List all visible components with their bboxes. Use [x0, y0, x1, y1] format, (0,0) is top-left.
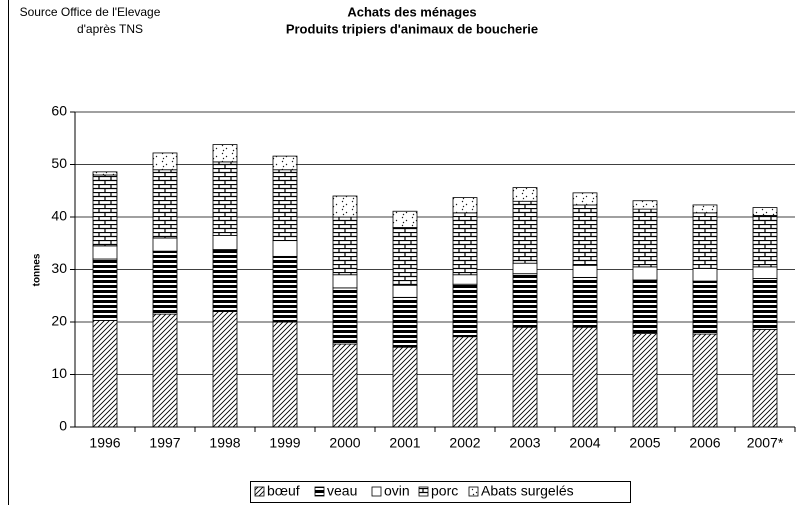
bar-segment — [212, 249, 238, 312]
bar-segment — [512, 326, 538, 428]
x-tick-label: 2006 — [689, 435, 720, 451]
bar-segment — [452, 274, 478, 285]
bar-segment — [632, 333, 658, 428]
bar-segment — [272, 240, 298, 257]
x-tick-label: 2005 — [629, 435, 660, 451]
bar-segment — [632, 208, 658, 268]
bar-segment — [392, 210, 418, 228]
bar-segment — [392, 284, 418, 298]
bar-segment — [272, 255, 298, 323]
bar-segment — [272, 155, 298, 171]
y-tick-label: 50 — [51, 155, 67, 171]
chart-title: Achats des ménages — [347, 4, 476, 19]
y-tick-label: 20 — [51, 313, 67, 329]
bar-segment — [632, 279, 658, 334]
x-tick-label: 1999 — [269, 435, 300, 451]
bar-segment — [332, 287, 358, 345]
bar-segment — [332, 274, 358, 289]
y-tick-label: 0 — [59, 418, 67, 434]
x-tick-label: 2000 — [329, 435, 360, 451]
x-tick-label: 1998 — [209, 435, 240, 451]
bar-segment — [152, 152, 178, 171]
legend-label: porc — [431, 483, 458, 499]
x-tick-label: 2007* — [747, 435, 784, 451]
x-tick-label: 2004 — [569, 435, 600, 451]
bar-segment — [692, 280, 718, 335]
legend-swatch — [254, 486, 265, 497]
bar-segment — [752, 207, 778, 216]
bar-segment — [212, 311, 238, 428]
bar-segment — [572, 204, 598, 266]
source: Source Office de l'Elevage — [20, 5, 161, 19]
legend-label: bœuf — [267, 483, 300, 499]
bar-segment — [92, 258, 118, 321]
legend-label: veau — [327, 483, 357, 499]
legend-label: ovin — [384, 483, 410, 499]
bar-segment — [512, 262, 538, 275]
bar-segment — [392, 296, 418, 348]
source: d'après TNS — [77, 22, 143, 36]
bar-segment — [92, 171, 118, 176]
x-tick-label: 1996 — [89, 435, 120, 451]
bar-segment — [572, 276, 598, 328]
bar-segment — [392, 346, 418, 428]
bar-segment — [152, 250, 178, 315]
bar-segment — [332, 343, 358, 428]
chart-title: Produits tripiers d'animaux de boucherie — [286, 21, 538, 36]
bar-segment — [212, 161, 238, 236]
legend-swatch — [371, 486, 382, 497]
bar-segment — [512, 187, 538, 202]
bar-segment — [512, 273, 538, 328]
bar-segment — [452, 336, 478, 428]
bar-segment — [692, 212, 718, 269]
bar-segment — [272, 169, 298, 242]
y-tick-label: 30 — [51, 260, 67, 276]
bar-segment — [152, 237, 178, 252]
legend-swatch — [418, 486, 429, 497]
bar-segment — [692, 333, 718, 428]
legend-label: Abats surgelés — [481, 483, 574, 499]
bar-segment — [572, 264, 598, 278]
bar-segment — [632, 200, 658, 210]
y-tick-label: 60 — [51, 103, 67, 119]
bar-segment — [92, 245, 118, 260]
bar-segment — [452, 283, 478, 338]
bar-segment — [152, 313, 178, 428]
bar-segment — [92, 174, 118, 247]
legend-swatch — [468, 486, 479, 497]
bar-segment — [572, 326, 598, 428]
bar-segment — [212, 144, 238, 163]
y-axis-label: tonnes — [32, 253, 43, 286]
bar-segment — [332, 216, 358, 276]
bar-segment — [632, 266, 658, 281]
bar-segment — [752, 215, 778, 268]
bar-segment — [752, 328, 778, 428]
bar-segment — [92, 320, 118, 428]
x-tick-label: 2003 — [509, 435, 540, 451]
legend — [250, 481, 631, 503]
y-tick-label: 10 — [51, 365, 67, 381]
bar-segment — [392, 227, 418, 286]
bar-segment — [212, 234, 238, 250]
bar-segment — [332, 195, 358, 218]
bar-segment — [272, 321, 298, 428]
bar-segment — [752, 278, 778, 330]
bar-segment — [152, 169, 178, 239]
legend-swatch — [314, 486, 325, 497]
bar-segment — [452, 197, 478, 214]
bar-segment — [512, 200, 538, 264]
x-tick-label: 2001 — [389, 435, 420, 451]
bar-segment — [692, 268, 718, 282]
bar-segment — [752, 266, 778, 279]
y-tick-label: 40 — [51, 208, 67, 224]
bar-segment — [572, 192, 598, 206]
bar-segment — [692, 204, 718, 214]
x-tick-label: 1997 — [149, 435, 180, 451]
x-tick-label: 2002 — [449, 435, 480, 451]
bar-segment — [452, 212, 478, 276]
